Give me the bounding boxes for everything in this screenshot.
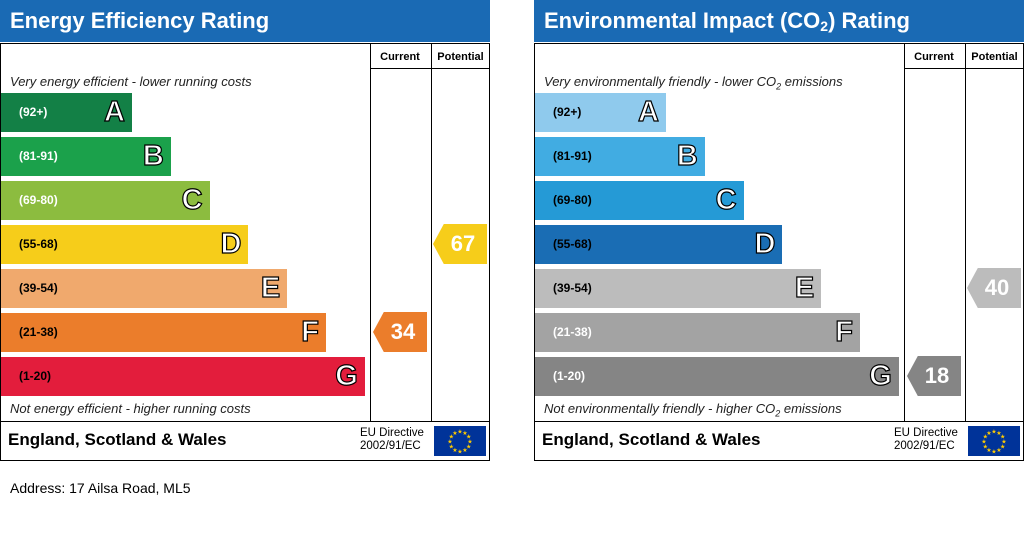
band-letter: G bbox=[869, 359, 893, 392]
band-range: (69-80) bbox=[19, 193, 58, 207]
svg-text:★: ★ bbox=[449, 444, 454, 451]
current-rating-arrow: 18 bbox=[907, 356, 961, 396]
country-label: England, Scotland & Wales bbox=[542, 430, 761, 449]
column-header-current: Current bbox=[380, 51, 420, 63]
svg-text:★: ★ bbox=[1000, 434, 1005, 441]
column-divider bbox=[965, 43, 966, 421]
rating-band-d: (55-68) D bbox=[1, 225, 249, 264]
energy-efficiency-chart: Energy Efficiency Rating Current Potential… bbox=[0, 0, 490, 461]
column-header-potential: Potential bbox=[971, 51, 1018, 63]
svg-text:★: ★ bbox=[457, 449, 462, 456]
band-letter: E bbox=[260, 271, 281, 304]
rating-band-e: (39-54) E bbox=[535, 269, 822, 308]
rating-band-e: (39-54) E bbox=[1, 269, 288, 308]
rating-band-a: (92+) A bbox=[1, 93, 132, 132]
eu-directive-label: EU Directive 2002/91/EC bbox=[360, 427, 424, 452]
band-letter: F bbox=[301, 315, 320, 348]
band-range: (69-80) bbox=[553, 193, 592, 207]
rating-band-b: (81-91) B bbox=[1, 137, 171, 176]
svg-text:★: ★ bbox=[986, 430, 991, 437]
potential-rating-arrow: 67 bbox=[433, 224, 487, 264]
rating-band-g: (1-20) G bbox=[1, 357, 365, 396]
rating-band-g: (1-20) G bbox=[535, 357, 899, 396]
potential-rating-arrow: 40 bbox=[967, 268, 1021, 308]
rating-band-d: (55-68) D bbox=[535, 225, 783, 264]
chart-title: Environmental Impact (CO2) Rating bbox=[534, 0, 1024, 42]
svg-text:★: ★ bbox=[991, 449, 996, 456]
band-letter: D bbox=[754, 227, 776, 260]
band-range: (81-91) bbox=[19, 149, 58, 163]
bottom-note: Not energy efficient - higher running co… bbox=[10, 401, 251, 416]
top-note: Very energy efficient - lower running co… bbox=[10, 74, 252, 89]
band-range: (1-20) bbox=[19, 369, 52, 383]
band-range: (39-54) bbox=[19, 281, 58, 295]
footer-divider bbox=[534, 421, 1024, 422]
eu-directive-label: EU Directive 2002/91/EC bbox=[894, 427, 958, 452]
eu-flag-icon: ★ ★ ★ ★ ★ ★ ★ ★ ★ ★ ★ ★ bbox=[434, 426, 486, 456]
band-range: (81-91) bbox=[553, 149, 592, 163]
band-letter: A bbox=[103, 95, 125, 128]
svg-text:★: ★ bbox=[462, 447, 467, 454]
svg-text:★: ★ bbox=[452, 430, 457, 437]
rating-band-c: (69-80) C bbox=[1, 181, 210, 220]
rating-band-b: (81-91) B bbox=[535, 137, 705, 176]
svg-text:★: ★ bbox=[457, 429, 462, 436]
band-range: (39-54) bbox=[553, 281, 592, 295]
bottom-note: Not environmentally friendly - higher CO… bbox=[544, 401, 842, 419]
column-divider bbox=[431, 43, 432, 421]
svg-text:★: ★ bbox=[467, 439, 472, 446]
band-range: (92+) bbox=[553, 105, 582, 119]
band-letter: A bbox=[637, 95, 659, 128]
column-divider bbox=[904, 43, 905, 421]
band-range: (55-68) bbox=[19, 237, 58, 251]
environmental-impact-chart: Environmental Impact (CO2) Rating Current… bbox=[534, 0, 1024, 461]
rating-band-f: (21-38) F bbox=[1, 313, 326, 352]
svg-text:★: ★ bbox=[452, 447, 457, 454]
band-letter: G bbox=[335, 359, 359, 392]
svg-text:★: ★ bbox=[996, 430, 1001, 437]
svg-text:★: ★ bbox=[991, 429, 996, 436]
svg-text:★: ★ bbox=[447, 439, 452, 446]
band-letter: C bbox=[181, 183, 203, 216]
band-range: (21-38) bbox=[19, 325, 58, 339]
column-header-potential: Potential bbox=[437, 51, 484, 63]
band-range: (92+) bbox=[19, 105, 48, 119]
band-range: (21-38) bbox=[553, 325, 592, 339]
svg-text:★: ★ bbox=[981, 439, 986, 446]
column-divider bbox=[370, 43, 371, 421]
chart-frame bbox=[0, 43, 490, 461]
svg-text:★: ★ bbox=[986, 447, 991, 454]
footer-divider bbox=[0, 421, 490, 422]
svg-text:★: ★ bbox=[462, 430, 467, 437]
band-letter: C bbox=[715, 183, 737, 216]
band-range: (1-20) bbox=[553, 369, 586, 383]
band-letter: B bbox=[142, 139, 164, 172]
band-letter: F bbox=[835, 315, 854, 348]
header-divider bbox=[370, 68, 490, 69]
eu-flag-icon: ★ ★ ★ ★ ★ ★ ★ ★ ★ ★ ★ ★ bbox=[968, 426, 1020, 456]
chart-title: Energy Efficiency Rating bbox=[0, 0, 490, 42]
svg-text:★: ★ bbox=[996, 447, 1001, 454]
svg-text:★: ★ bbox=[449, 434, 454, 441]
svg-text:★: ★ bbox=[466, 444, 471, 451]
svg-text:★: ★ bbox=[466, 434, 471, 441]
band-letter: D bbox=[220, 227, 242, 260]
svg-text:★: ★ bbox=[983, 444, 988, 451]
svg-text:★: ★ bbox=[1001, 439, 1006, 446]
band-range: (55-68) bbox=[553, 237, 592, 251]
current-rating-arrow: 34 bbox=[373, 312, 427, 352]
band-letter: B bbox=[676, 139, 698, 172]
svg-text:★: ★ bbox=[1000, 444, 1005, 451]
country-label: England, Scotland & Wales bbox=[8, 430, 227, 449]
rating-band-f: (21-38) F bbox=[535, 313, 860, 352]
rating-band-c: (69-80) C bbox=[535, 181, 744, 220]
address-text: Address: 17 Ailsa Road, ML5 bbox=[10, 480, 191, 496]
rating-band-a: (92+) A bbox=[535, 93, 666, 132]
band-letter: E bbox=[794, 271, 815, 304]
svg-text:★: ★ bbox=[983, 434, 988, 441]
header-divider bbox=[904, 68, 1024, 69]
column-header-current: Current bbox=[914, 51, 954, 63]
top-note: Very environmentally friendly - lower CO… bbox=[544, 74, 843, 92]
